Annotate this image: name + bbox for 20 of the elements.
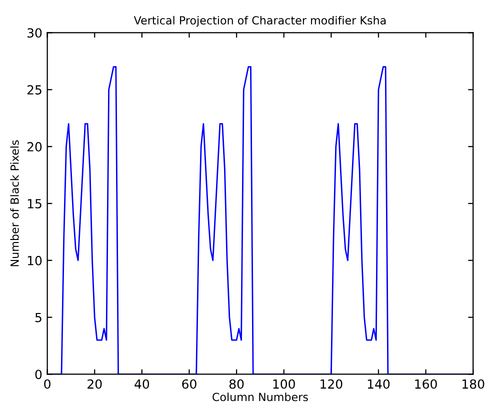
chart-title: Vertical Projection of Character modifier Ksha [134, 16, 386, 27]
x-tick-label: 140 [368, 379, 390, 389]
y-tick-label: 30 [27, 28, 42, 38]
x-tick-label: 80 [229, 379, 244, 389]
y-axis-title: Number of Black Pixels [10, 140, 19, 266]
x-tick-label: 120 [320, 379, 342, 389]
x-tick-label: 40 [134, 379, 150, 389]
y-tick-label: 0 [35, 370, 42, 380]
y-tick-label: 20 [27, 142, 42, 152]
x-tick-label: 0 [44, 379, 50, 389]
x-tick-label: 100 [273, 379, 295, 389]
x-axis-title: Column Numbers [212, 392, 308, 402]
y-tick-label: 25 [27, 85, 42, 95]
x-tick-label: 60 [182, 379, 196, 389]
y-tick-label: 10 [28, 256, 42, 266]
y-tick-label: 5 [35, 312, 42, 322]
x-tick-label: 180 [462, 379, 484, 389]
x-tick-label: 160 [415, 379, 437, 389]
y-tick-label: 15 [28, 199, 42, 208]
x-tick-label: 20 [88, 379, 102, 389]
